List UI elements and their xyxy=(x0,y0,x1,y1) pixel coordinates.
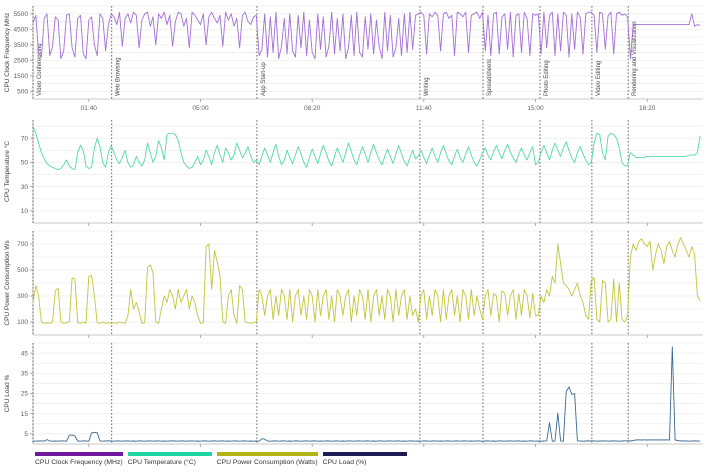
x-tick-label: 15:00 xyxy=(527,105,544,112)
y-tick-label: 25 xyxy=(21,391,29,398)
segment-label: Spreadsheets xyxy=(487,59,493,96)
legend-label: CPU Temperature (°C) xyxy=(127,459,196,466)
legend-swatch xyxy=(216,452,318,456)
chart-cpu-power-consumption: 100 300 500 700 CPU Power Consumption Ws xyxy=(4,230,703,338)
legend-item-cpu-power-consumption: CPU Power Consumption (Watts) xyxy=(216,452,318,466)
chart-cpu-temperature: 10 30 50 70 CPU Temperature °C xyxy=(3,120,703,226)
y-tick-label: 30 xyxy=(21,184,29,191)
x-tick-label: 05:00 xyxy=(192,105,209,112)
y-tick-label: 45 xyxy=(21,350,29,357)
chart-cpu-load: 5 15 25 35 45 CPU Load % xyxy=(4,342,703,447)
chart-cpu-clock-frequency: 500 1500 2500 3500 4500 5500 01:40 05:00 08:20 11… xyxy=(4,5,703,112)
y-tick-label: 700 xyxy=(17,241,28,248)
legend-item-cpu-clock-frequency: CPU Clock Frequency (MHz) xyxy=(35,452,123,466)
y-axis-label: CPU Clock Frequency MHz xyxy=(4,13,11,92)
segment-label: Video Editing xyxy=(596,61,602,96)
segment-label: App Start-up xyxy=(261,62,267,96)
y-tick-label: 300 xyxy=(17,293,28,300)
legend-swatch xyxy=(322,452,407,456)
cpu-power-consumption-series-line xyxy=(32,237,701,324)
y-tick-label: 15 xyxy=(21,411,29,418)
cpu-load-series-line xyxy=(32,346,701,442)
y-tick-label: 35 xyxy=(21,371,29,378)
segment-label: Writing xyxy=(424,77,430,96)
y-tick-label: 500 xyxy=(17,267,28,274)
segment-label: Photo Editing xyxy=(544,60,550,96)
chart-legend: CPU Clock Frequency (MHz) CPU Temperature… xyxy=(35,452,708,466)
y-tick-label: 1500 xyxy=(14,73,29,80)
segment-label: Video Conferencing xyxy=(37,43,43,96)
legend-swatch xyxy=(127,452,212,456)
legend-item-cpu-load: CPU Load (%) xyxy=(322,452,407,466)
y-tick-label: 5500 xyxy=(14,11,29,18)
legend-label: CPU Power Consumption (Watts) xyxy=(216,459,318,466)
y-axis-label: CPU Power Consumption Ws xyxy=(4,240,11,326)
cpu-clock-frequency-series-line xyxy=(32,11,701,60)
y-tick-label: 10 xyxy=(21,208,29,215)
segment-label: Web Browsing xyxy=(116,57,122,96)
segment-label: Rendering and Visualization xyxy=(632,21,638,96)
x-tick-label: 08:20 xyxy=(304,105,321,112)
legend-label: CPU Load (%) xyxy=(322,459,367,466)
legend-item-cpu-temperature: CPU Temperature (°C) xyxy=(127,452,212,466)
y-tick-label: 100 xyxy=(17,319,28,326)
y-tick-label: 5 xyxy=(24,431,28,438)
y-tick-label: 500 xyxy=(17,89,28,96)
legend-label: CPU Clock Frequency (MHz) xyxy=(35,459,123,466)
x-tick-label: 11:40 xyxy=(416,105,432,112)
y-tick-label: 3500 xyxy=(14,42,29,49)
y-tick-label: 70 xyxy=(21,135,29,142)
legend-swatch xyxy=(35,452,123,456)
cpu-temperature-series-line xyxy=(32,125,701,171)
y-tick-label: 4500 xyxy=(14,26,29,33)
y-axis-label: CPU Temperature °C xyxy=(3,141,11,202)
x-tick-label: 18:20 xyxy=(639,105,656,112)
x-tick-label: 01:40 xyxy=(81,105,98,112)
chart-stack: 500 1500 2500 3500 4500 5500 01:40 05:00 08:20 11… xyxy=(0,2,708,448)
y-tick-label: 50 xyxy=(21,160,29,167)
y-tick-label: 2500 xyxy=(14,58,29,65)
y-axis-label: CPU Load % xyxy=(4,374,11,412)
